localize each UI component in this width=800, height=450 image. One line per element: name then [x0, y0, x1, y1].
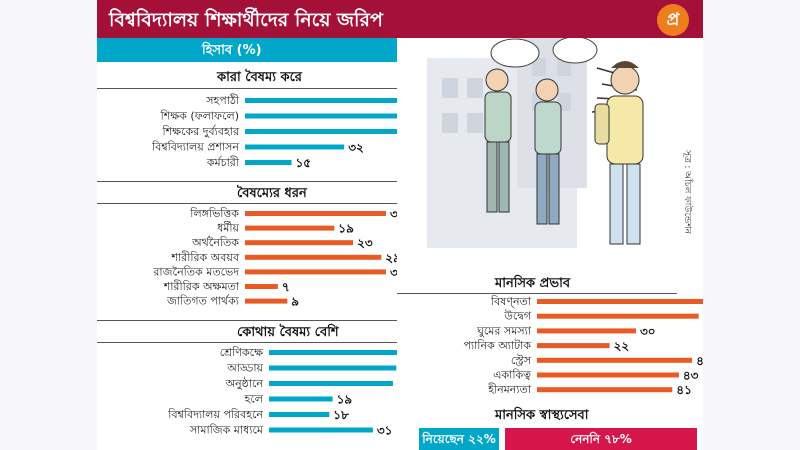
category-label: কর্মচারী — [206, 156, 240, 169]
value-label: ১৯ — [338, 222, 354, 236]
bar — [245, 298, 288, 304]
bar — [269, 381, 393, 386]
header-bar: বিশ্ববিদ্যালয় শিক্ষার্থীদের নিয়ে জরিপ … — [97, 0, 703, 38]
section-title-mental-health-service: মানসিক স্বাস্থ্যসেবা — [495, 408, 589, 423]
bar — [269, 350, 397, 355]
category-label: রাজনৈতিক মতভেদ — [152, 265, 239, 278]
bar — [245, 113, 397, 119]
unit-bar: হিসাব (%) — [97, 38, 397, 62]
value-label: ১৮ — [333, 408, 349, 422]
bar — [537, 372, 679, 378]
chart-mental-effect: বিষণ্নতা৫৫উদ্বেগ৪৯ঘুমের সমস্যা৩০প্যানিক … — [463, 295, 703, 397]
section-divider — [97, 203, 397, 204]
bar — [269, 427, 373, 433]
section-divider — [97, 88, 397, 89]
value-label: ৩২ — [348, 141, 364, 155]
section-title-mental-effect: মানসিক প্রভাব — [495, 276, 571, 291]
category-label: একাকিত্ব — [493, 369, 531, 382]
bar — [269, 396, 333, 402]
category-label: ধর্মীয় — [217, 222, 239, 235]
category-label: অর্থনৈতিক — [191, 236, 239, 249]
chart-who-discriminates: সহপাঠী৫৮শিক্ষক (ফলাফলে)৬০শিক্ষকের দুর্ব্… — [151, 94, 397, 170]
category-label: স্ট্রেস — [511, 354, 532, 367]
bar — [245, 98, 397, 103]
category-label: হীনমন্যতা — [487, 383, 532, 396]
bar — [245, 284, 278, 289]
value-label: ৪৭ — [696, 354, 703, 368]
value-label: ১৫ — [296, 156, 312, 170]
bar — [245, 160, 292, 165]
mental-health-not-taken-bar: নেননি ৭৮% — [505, 428, 697, 450]
category-label: লিঙ্গভিত্তিক — [189, 207, 239, 220]
category-label: শিক্ষকের দুর্ব্যবহার — [162, 125, 240, 138]
value-label: ৪১ — [676, 383, 692, 397]
value-label: ৩০ — [390, 207, 397, 221]
bar — [537, 387, 673, 393]
category-label: সামাজিক মাধ্যমে — [189, 424, 264, 437]
source-note: সূত্র : আঁচল ফাউন্ডেশন — [682, 150, 692, 234]
student-figure-icon — [534, 78, 562, 225]
thought-bubble-icon — [552, 38, 598, 64]
unit-label: হিসাব (%) — [202, 43, 262, 58]
bar — [245, 240, 354, 246]
value-label: ১৯ — [337, 393, 353, 407]
bar — [245, 144, 345, 150]
category-label: হলে — [244, 393, 264, 406]
students-illustration — [397, 38, 703, 273]
category-label: শারীরিক অক্ষমতা — [163, 280, 240, 293]
category-label: ঘুমের সমস্যা — [476, 324, 532, 337]
bar — [269, 412, 330, 417]
student-figure-icon — [484, 68, 512, 213]
category-label: সহপাঠী — [205, 94, 240, 107]
category-label: আড্ডায় — [226, 362, 263, 375]
mental-health-taken-bar: নিয়েছেন ২২% — [419, 428, 499, 450]
thought-bubble-icon — [490, 38, 540, 68]
bar — [245, 225, 335, 231]
bar — [537, 299, 703, 304]
bar — [245, 211, 386, 216]
bar — [245, 254, 382, 260]
value-label: ৩০ — [640, 324, 656, 338]
bar — [245, 129, 397, 134]
value-label: ২৯ — [385, 251, 397, 265]
value-label: ৪৩ — [683, 369, 699, 383]
category-label: জাতিগত পার্থক্য — [166, 295, 240, 308]
category-label: অনুষ্ঠানে — [225, 377, 264, 390]
value-label: ৯ — [291, 295, 299, 309]
section-title-types: বৈষম্যের ধরন — [237, 186, 307, 201]
category-label: শ্রেণিকক্ষে — [220, 346, 264, 359]
section-divider — [397, 293, 677, 294]
category-label: বিষণ্নতা — [490, 295, 532, 308]
value-label: ৭ — [282, 280, 290, 294]
category-label: শিক্ষক (ফলাফলে) — [160, 110, 239, 123]
category-label: বিশ্ববিদ্যালয় পরিবহনে — [167, 408, 263, 421]
section-divider — [97, 342, 397, 343]
bar — [537, 328, 636, 334]
page-title: বিশ্ববিদ্যালয় শিক্ষার্থীদের নিয়ে জরিপ — [109, 9, 383, 31]
value-label: ৩১ — [377, 424, 393, 437]
logo-icon: প্র — [657, 4, 689, 36]
bar — [245, 269, 386, 275]
infographic-panel: বিশ্ববিদ্যালয় শিক্ষার্থীদের নিয়ে জরিপ … — [97, 0, 703, 450]
chart-discrimination-types: লিঙ্গভিত্তিক ৩০ ধর্মীয় ১৯ অর্থনৈতিক ২৩ শারীরি… — [152, 207, 397, 309]
left-margin — [0, 0, 97, 450]
bar — [537, 343, 610, 349]
category-label: প্যানিক অ্যাটাক — [463, 339, 531, 352]
category-label: শারীরিক অবয়ব — [170, 251, 239, 264]
section-divider — [97, 320, 397, 321]
bar — [269, 365, 397, 371]
chart-where-discrimination: শ্রেণিকক্ষে৬০আড্ডায়৩৮অনুষ্ঠানে৩৭হলে১৯বি… — [167, 346, 397, 437]
bar — [537, 357, 693, 363]
value-label: ৩০ — [390, 265, 397, 279]
bar — [537, 313, 699, 319]
section-divider — [97, 181, 397, 182]
category-label: উদ্বেগ — [503, 310, 532, 323]
value-label: ২৩ — [357, 236, 373, 250]
section-title-where: কোথায় বৈষম্য বেশি — [237, 325, 339, 340]
category-label: বিশ্ববিদ্যালয় প্রশাসন — [151, 141, 239, 154]
section-title-who: কারা বৈষম্য করে — [217, 70, 302, 85]
value-label: ২২ — [614, 339, 630, 353]
student-figure-icon — [594, 61, 644, 245]
right-margin — [703, 0, 800, 450]
